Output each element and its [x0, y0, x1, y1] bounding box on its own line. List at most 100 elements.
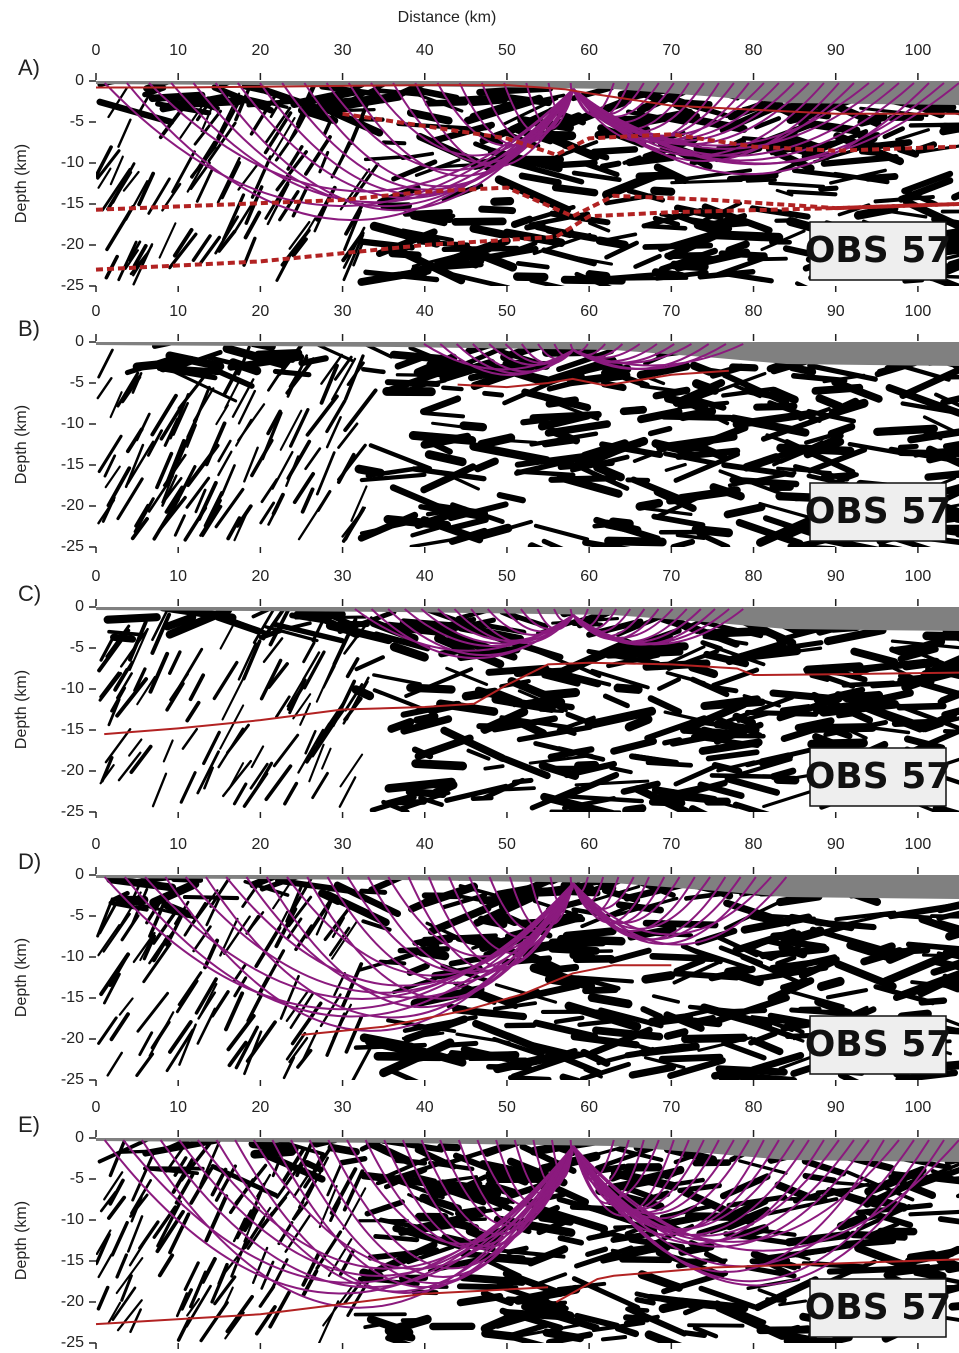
- seismic-stripe: [98, 894, 122, 935]
- x-axis-title: Distance (km): [398, 9, 497, 26]
- seismic-stripe: [282, 1056, 296, 1080]
- seismic-stripe: [286, 439, 312, 481]
- seismic-stripe: [217, 727, 245, 769]
- seismic-stripe: [565, 794, 644, 804]
- seismic-stripe: [384, 1314, 432, 1336]
- seismic-stripe: [801, 1157, 847, 1177]
- seismic-stripe: [138, 1220, 160, 1250]
- seismic-stripe: [122, 170, 140, 192]
- seismic-stripe: [193, 109, 223, 146]
- ray-path: [572, 1139, 900, 1243]
- seismic-stripe: [171, 150, 196, 194]
- seismic-stripe: [264, 106, 292, 145]
- seismic-stripe: [386, 1330, 416, 1342]
- seismic-stripe: [418, 210, 454, 224]
- seismic-stripe: [721, 386, 776, 398]
- seismic-stripe: [158, 222, 177, 259]
- seismic-stripe: [724, 775, 781, 796]
- seismic-stripe: [211, 84, 275, 114]
- y-tick-label: -5: [70, 1170, 84, 1187]
- seismic-stripe: [901, 170, 954, 194]
- seismic-stripe: [352, 239, 365, 267]
- x-tick-label: 40: [416, 42, 434, 59]
- seismic-stripe: [651, 513, 706, 529]
- reflector-line: [95, 1258, 959, 1326]
- seismic-stripe: [637, 407, 683, 424]
- x-tick-label: 70: [662, 303, 680, 320]
- seismic-stripe: [624, 714, 653, 732]
- seismic-stripe: [218, 81, 238, 88]
- seismic-stripe: [107, 87, 128, 119]
- seismic-stripe: [556, 348, 615, 372]
- seismic-stripe: [723, 1231, 788, 1246]
- seismic-stripe: [128, 738, 143, 757]
- seismic-stripe: [748, 1030, 778, 1046]
- seismic-stripe: [476, 84, 554, 96]
- x-tick-label: 20: [251, 1099, 269, 1116]
- seismic-stripe: [922, 631, 959, 641]
- seismic-stripe: [304, 447, 322, 471]
- seismic-stripe: [131, 372, 143, 394]
- seismic-stripe: [157, 495, 187, 532]
- seismic-stripe: [372, 688, 425, 711]
- seismic-stripe: [609, 765, 633, 775]
- seismic-stripe: [155, 101, 212, 116]
- seismic-stripe: [807, 738, 868, 749]
- seismic-stripe: [678, 407, 717, 422]
- seismic-stripe: [197, 991, 217, 1020]
- x-tick-label: 90: [827, 42, 845, 59]
- panel-label: D): [18, 849, 41, 874]
- seismic-stripe: [259, 658, 283, 701]
- seismic-stripe: [107, 1301, 122, 1325]
- seismic-stripe: [818, 185, 839, 192]
- seismic-stripe: [610, 737, 657, 755]
- seismic-stripe: [641, 971, 676, 984]
- x-tick-label: 70: [662, 836, 680, 853]
- seismic-stripe: [473, 457, 499, 473]
- seismic-stripe: [104, 728, 132, 764]
- seismic-stripe: [103, 613, 161, 624]
- seismic-stripe: [361, 367, 386, 375]
- seismic-stripe: [215, 404, 229, 426]
- seismic-stripe: [325, 621, 393, 645]
- seismic-stripe: [142, 934, 157, 961]
- seismic-stripe: [493, 1215, 576, 1237]
- seismic-stripe: [942, 441, 959, 450]
- seismic-stripe: [420, 463, 477, 494]
- seismic-stripe: [569, 950, 596, 963]
- seismic-stripe: [106, 1051, 123, 1077]
- y-tick-label: -5: [70, 907, 84, 924]
- seismic-stripe: [651, 994, 681, 1004]
- seismic-stripe: [582, 539, 631, 547]
- seismic-stripe: [483, 764, 505, 771]
- x-tick-label: 50: [498, 836, 516, 853]
- seismic-stripe: [692, 1325, 719, 1339]
- panel: B) Depth (km) 0 10 20 30 40 50 60 70 80 90 100 0 -5 -10…: [13, 303, 959, 555]
- seismic-stripe: [387, 717, 415, 733]
- seismic-stripe: [815, 394, 844, 411]
- x-tick-label: 100: [905, 303, 932, 320]
- seismic-stripe: [325, 399, 347, 434]
- label-box: [809, 1015, 947, 1075]
- seismic-stripe: [99, 952, 131, 997]
- seismic-stripe: [97, 628, 131, 673]
- seismic-stripe: [294, 924, 314, 952]
- seismic-stripe: [316, 489, 332, 512]
- ray-path: [476, 1139, 575, 1207]
- seismic-stripe: [492, 1051, 563, 1074]
- seismic-stripe: [341, 506, 366, 538]
- seismic-stripe: [360, 1138, 384, 1143]
- seismic-stripe: [440, 726, 507, 762]
- seismic-image: [96, 81, 959, 286]
- seismic-stripe: [825, 988, 869, 1000]
- ray-path: [572, 608, 744, 646]
- seismic-stripe: [929, 914, 959, 919]
- seismic-stripe: [881, 709, 934, 730]
- seismic-stripe: [250, 745, 265, 769]
- x-tick-label: 50: [498, 1099, 516, 1116]
- seismic-stripe: [935, 1245, 959, 1263]
- seismic-stripe: [651, 439, 690, 455]
- seismic-stripe: [330, 144, 351, 179]
- seismic-stripe: [132, 931, 156, 964]
- seismic-stripe: [424, 99, 469, 107]
